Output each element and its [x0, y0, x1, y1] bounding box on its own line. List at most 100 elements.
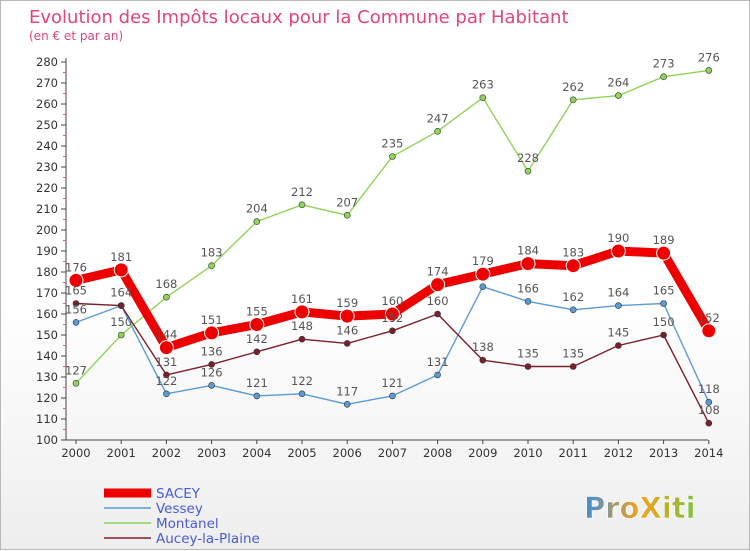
- data-point: [660, 73, 667, 80]
- data-point: [249, 317, 265, 332]
- data-point: [434, 310, 441, 318]
- data-label: 160: [381, 294, 403, 308]
- data-label: 152: [381, 311, 403, 325]
- data-label: 155: [246, 305, 268, 319]
- series-layer: [68, 67, 717, 427]
- data-point: [524, 363, 532, 370]
- data-label: 148: [291, 319, 313, 333]
- data-label: 160: [427, 294, 449, 308]
- data-label: 161: [291, 292, 313, 306]
- y-tick-label: 210: [36, 202, 58, 216]
- data-point: [479, 356, 487, 364]
- watermark: ProXiti: [584, 491, 696, 525]
- data-label: 127: [65, 363, 87, 377]
- data-label: 174: [427, 265, 449, 279]
- x-tick-label: 2002: [152, 446, 181, 460]
- data-point: [434, 371, 441, 379]
- y-tick-label: 150: [36, 328, 58, 342]
- y-tick-label: 170: [36, 286, 58, 300]
- data-label: 150: [653, 315, 675, 329]
- data-point: [253, 392, 261, 400]
- legend-label: Montanel: [156, 516, 219, 532]
- data-label: 262: [562, 80, 584, 94]
- data-label: 228: [517, 151, 539, 165]
- data-point: [294, 304, 310, 320]
- data-point: [163, 390, 170, 398]
- y-tick-label: 120: [36, 391, 58, 405]
- data-point: [524, 298, 532, 305]
- proxiti-logo: ProXiti: [584, 491, 696, 526]
- data-point: [660, 300, 667, 307]
- data-label: 164: [110, 286, 132, 300]
- data-point: [615, 342, 622, 349]
- data-label: 108: [698, 403, 720, 417]
- data-point: [253, 218, 261, 225]
- x-tick-label: 2004: [242, 446, 271, 460]
- x-tick-label: 2001: [107, 446, 136, 460]
- data-label: 121: [381, 376, 403, 390]
- y-tick-label: 260: [36, 97, 58, 111]
- y-tick-label: 190: [36, 244, 58, 258]
- x-tick-label: 2005: [287, 446, 316, 460]
- data-label: 165: [65, 284, 87, 298]
- data-label: 117: [336, 384, 358, 398]
- data-labels: 176 181 144 151 155 161 159 160 174 179 184 183 190 1…: [65, 50, 720, 417]
- data-label: 150: [110, 315, 132, 329]
- data-label: 136: [201, 344, 223, 358]
- data-label: 273: [653, 57, 675, 71]
- data-point: [298, 335, 306, 343]
- data-point: [384, 306, 400, 322]
- data-point: [117, 331, 125, 339]
- data-label: 162: [562, 290, 584, 304]
- y-tick-label: 140: [36, 349, 58, 363]
- data-point: [430, 277, 446, 293]
- legend-label: Vessey: [156, 501, 203, 517]
- x-tick-label: 2006: [333, 446, 362, 460]
- data-point: [615, 302, 622, 309]
- data-label: 179: [472, 254, 494, 268]
- data-point: [701, 323, 717, 339]
- data-label: 204: [246, 202, 268, 216]
- x-tick-label: 2008: [423, 446, 452, 460]
- y-tick-label: 180: [36, 265, 58, 279]
- y-tick-label: 220: [36, 181, 58, 195]
- data-label: 152: [698, 311, 720, 325]
- data-point: [615, 92, 622, 99]
- data-point: [343, 400, 351, 408]
- data-point: [656, 245, 672, 261]
- data-point: [660, 331, 667, 339]
- axes: 100 110 120 130 140 150 160 170 180 190 200 210 220 2…: [36, 55, 723, 460]
- x-tick-label: 2013: [649, 446, 678, 460]
- y-tick-label: 250: [36, 118, 58, 132]
- data-label: 183: [562, 246, 584, 260]
- data-label: 176: [65, 260, 87, 274]
- data-point: [569, 96, 577, 104]
- data-point: [520, 256, 536, 272]
- data-point: [298, 390, 306, 398]
- data-point: [569, 306, 577, 314]
- data-label: 131: [155, 355, 177, 369]
- data-point: [163, 293, 170, 301]
- x-tick-label: 2011: [559, 446, 588, 460]
- data-label: 183: [201, 246, 223, 260]
- data-point: [339, 308, 355, 324]
- data-point: [434, 128, 441, 135]
- x-tick-label: 2014: [694, 446, 723, 460]
- x-tick-label: 2010: [513, 446, 542, 460]
- data-label: 145: [607, 326, 629, 340]
- data-label: 165: [653, 284, 675, 298]
- data-label: 184: [517, 244, 539, 258]
- data-label: 247: [427, 111, 449, 125]
- data-point: [72, 379, 80, 387]
- data-label: 126: [201, 365, 223, 379]
- y-tick-label: 230: [36, 160, 58, 174]
- data-point: [479, 283, 487, 291]
- data-label: 122: [155, 374, 177, 388]
- data-label: 189: [653, 233, 675, 247]
- data-point: [389, 153, 396, 160]
- data-point: [389, 327, 396, 335]
- data-label: 151: [201, 313, 223, 327]
- data-point: [524, 167, 532, 175]
